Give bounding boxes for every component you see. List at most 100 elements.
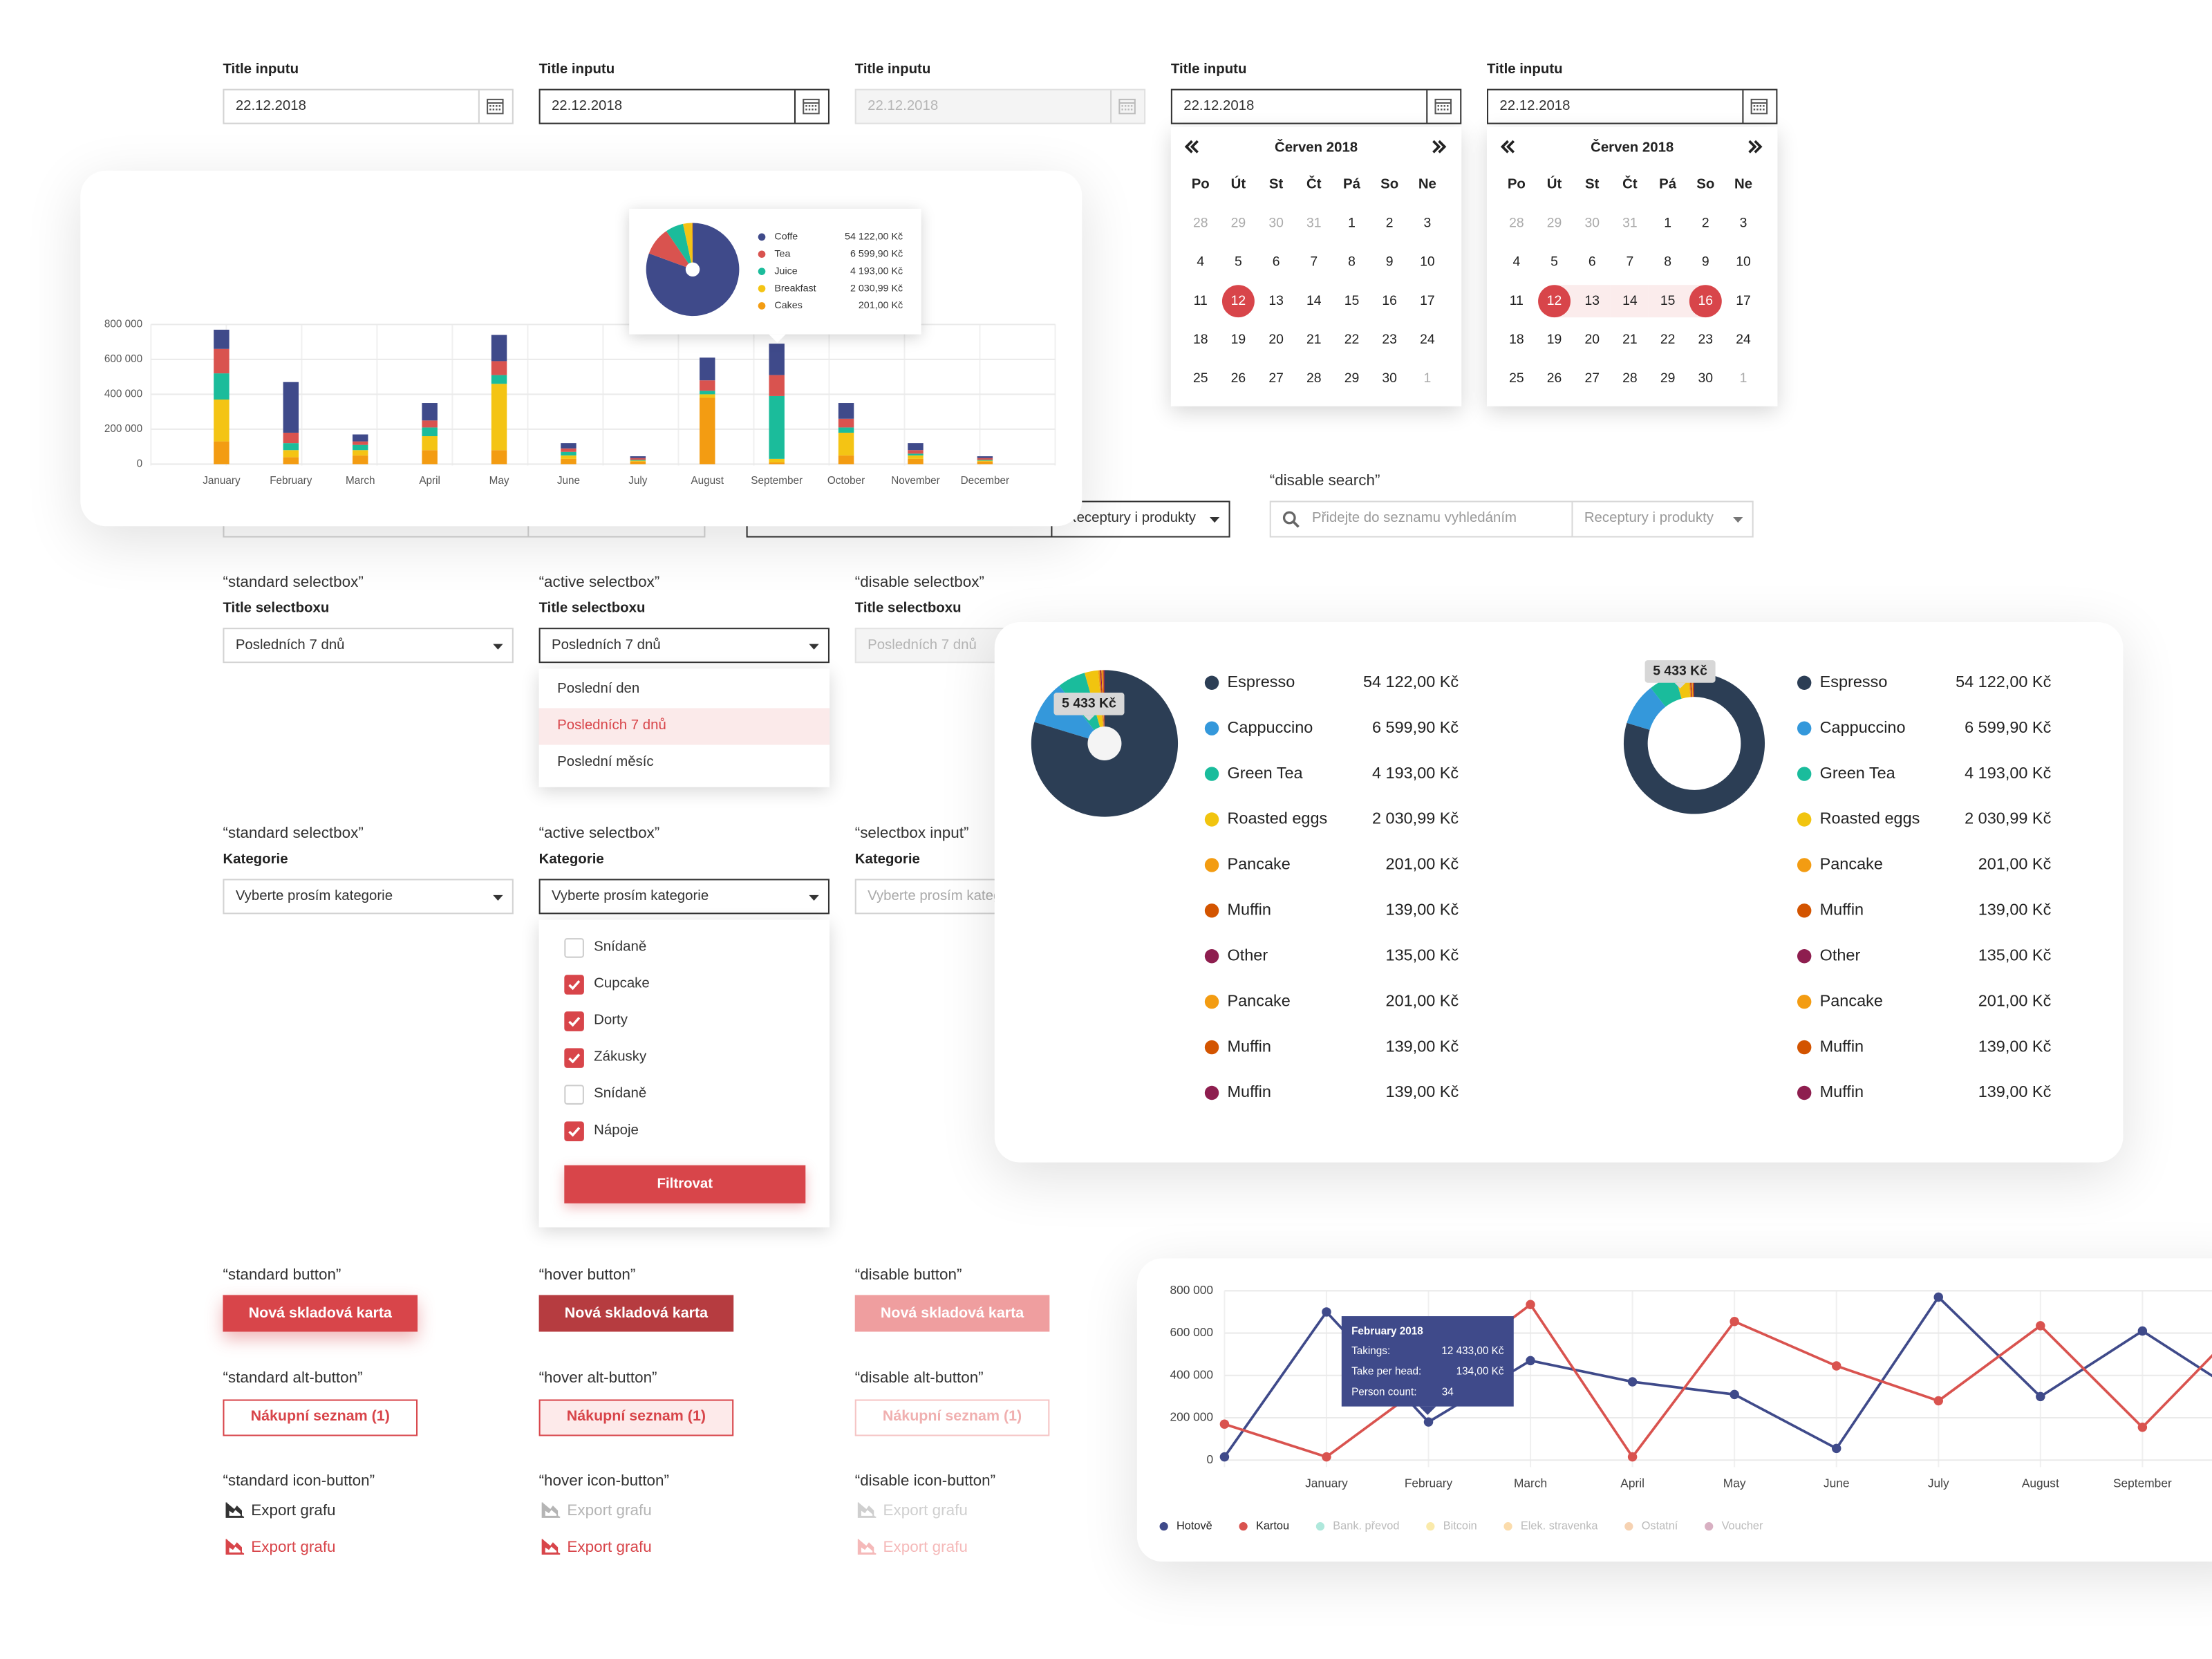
calendar-button[interactable] [478,90,512,123]
icon-button[interactable]: Export grafu [539,1537,722,1557]
icon-dot [812,109,814,111]
day: 29 [1660,371,1676,386]
button[interactable]: Nová skladová karta [538,1295,734,1332]
dropdown-option[interactable]: Posledních 7 dnů [538,708,830,745]
checklist-item[interactable]: Nápoje [539,1113,830,1150]
select-box[interactable]: Vyberte prosím kategorie [223,879,514,915]
caret-shape [493,643,503,649]
icon-button[interactable]: Export grafu [223,1537,406,1557]
checklist-item[interactable]: Cupcake [539,966,830,1003]
icon-button[interactable]: Export grafu [539,1501,722,1521]
legend-label: Kartou [1256,1519,1289,1532]
date-input: 22.12.2018 [854,88,1146,124]
legend-dot [1624,1522,1633,1531]
alt-button[interactable]: Nákupní seznam (1) [538,1399,734,1436]
legend-label: Muffin [1227,1082,1271,1100]
dropdown-option[interactable]: Poslední měsíc [557,754,654,771]
select-box[interactable]: Vyberte prosím kategorie [538,879,830,915]
date-value: 22.12.2018 [235,98,306,115]
x-tick-label: January [1305,1476,1348,1490]
legend-dot [1797,812,1812,827]
caret [493,894,503,901]
day: 1 [1664,216,1671,231]
day: 28 [1306,371,1322,386]
x-tick-label: July [628,475,648,487]
legend-label: Ostatní [1642,1519,1678,1532]
series-point [1933,1396,1943,1406]
checklist: Snídaně Cupcake Dorty Zákusky Snídaně Nápoje F… [538,919,830,1228]
icon-dot [1127,109,1130,111]
chart-icon [541,1502,561,1518]
caret [1733,516,1743,523]
select-box[interactable]: Posledních 7 dnů [223,628,514,664]
series-point [2137,1326,2148,1336]
legend-value: 2 030,99 Kč [1372,809,1459,827]
caret-shape [493,894,503,901]
range-band [1573,285,1611,318]
calendar-button[interactable] [794,90,828,123]
legend-label: Cappuccino [1227,718,1313,736]
x-tick-label: February [1405,1476,1453,1490]
icon-dot [498,109,501,111]
bar-segment [769,344,785,375]
filter-button[interactable]: Filtrovat [564,1165,806,1203]
icon-dot [1756,109,1759,111]
select-label: Title selectboxu [854,601,962,617]
checklist-label: Dorty [594,1013,628,1029]
calendar-button[interactable] [1426,90,1460,123]
legend-label: Bitcoin [1443,1519,1477,1532]
calendar-icon [1434,98,1452,115]
date-input[interactable]: 22.12.2018 [538,88,830,124]
icon-dot [814,105,817,107]
day: 12 [1547,293,1562,308]
day: 7 [1310,254,1318,270]
legend-label: Green Tea [1227,764,1303,782]
date-input[interactable]: 22.12.2018 [1170,88,1462,124]
icon-button-text: Export grafu [251,1539,336,1557]
checklist-label: Nápoje [594,1123,639,1138]
date-value: 22.12.2018 [1183,98,1255,115]
pie-slice [648,231,693,270]
checklist-item[interactable]: Snídaně [539,1076,830,1113]
bar-chart: 0 200 000 400 000 600 000 800 000 January Febr… [104,318,1056,487]
date-input[interactable]: 22.12.2018 [223,88,514,124]
day: 17 [1420,293,1435,308]
legend-value: 139,00 Kč [1386,1037,1459,1055]
bar-segment [769,375,785,396]
series-point [2036,1391,2045,1402]
legend-label: Muffin [1227,901,1271,919]
pie-tooltip [1644,660,1716,683]
bar-segment [422,403,438,421]
button-caption: “standard button” [223,1266,341,1284]
icon-dot [1443,105,1446,107]
checklist-item[interactable]: Zákusky [539,1040,830,1076]
select-value: Vyberte prosím kategorie [235,888,393,905]
legend-label: Muffin [1227,1037,1271,1055]
checklist-item[interactable]: Dorty [539,1003,830,1040]
button[interactable]: Nová skladová karta [223,1295,418,1332]
icon-dot [489,109,491,111]
icon-button[interactable]: Export grafu [223,1501,406,1521]
legend-label: Cakes [774,300,802,311]
chart-icon [857,1502,877,1518]
checkmark [568,1017,581,1027]
icon-frame [487,98,504,115]
select-box[interactable]: Posledních 7 dnů [538,628,830,664]
date-input[interactable]: 22.12.2018 [1487,88,1778,124]
calendar-button[interactable] [1742,90,1776,123]
dropdown-option[interactable]: Poslední den [557,681,640,697]
icon-dot [1763,109,1765,111]
legend-label: Muffin [1820,901,1864,919]
icon-dot [1443,109,1446,111]
select-label: Kategorie [538,852,604,868]
day: 8 [1348,254,1356,270]
checklist-item[interactable]: Snídaně [539,930,830,966]
icon-dot [805,105,807,107]
legend-dot [1204,1085,1219,1100]
alt-button[interactable]: Nákupní seznam (1) [223,1399,418,1436]
day: 31 [1622,216,1638,231]
icon-dot [1441,109,1443,111]
bar-segment [769,458,785,462]
legend-value: 139,00 Kč [1386,1082,1459,1100]
day: 14 [1306,293,1322,308]
